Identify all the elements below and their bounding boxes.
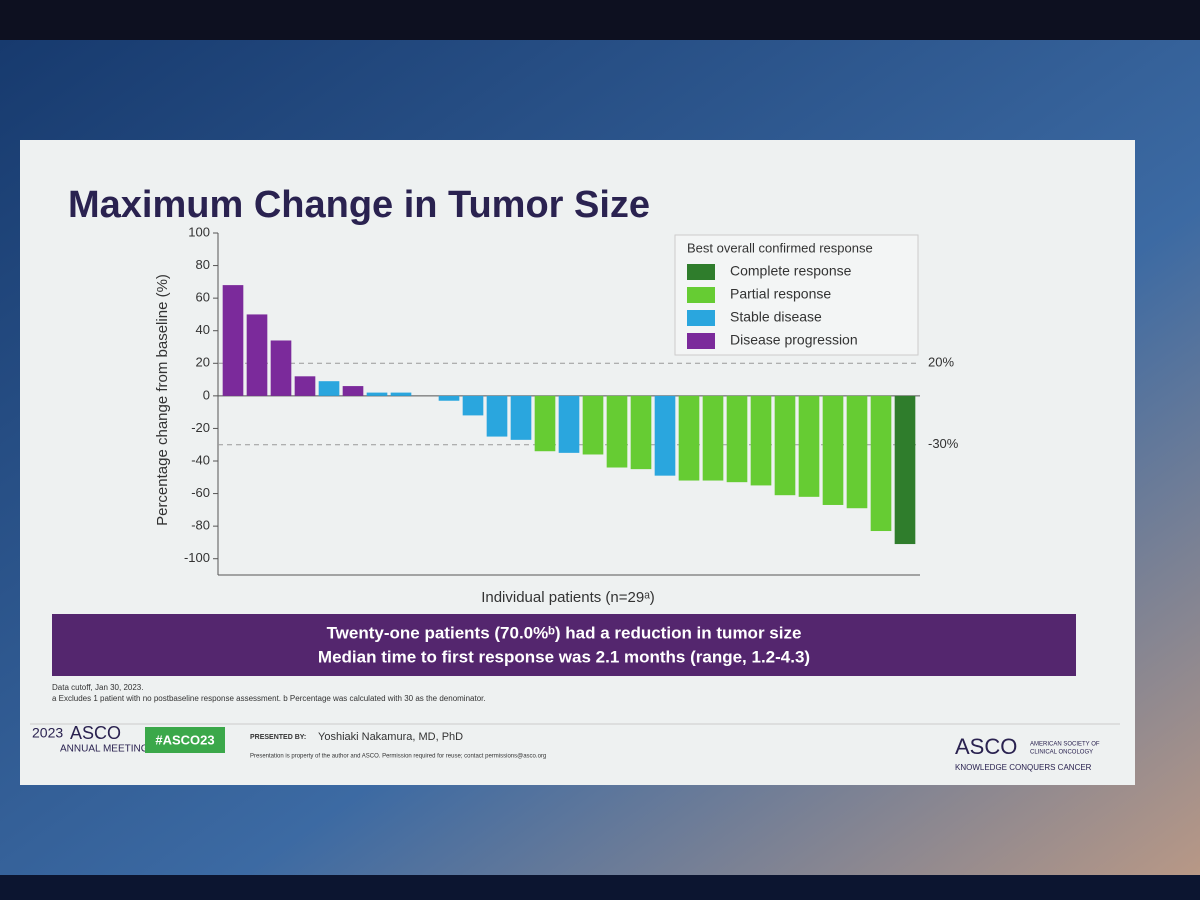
footnote: Data cutoff, Jan 30, 2023. xyxy=(52,683,143,692)
bar xyxy=(318,381,340,396)
banner xyxy=(52,614,1076,676)
y-tick-label: 0 xyxy=(203,387,210,402)
legend-box xyxy=(674,234,919,356)
bar xyxy=(222,285,244,396)
notice: Presentation is property of the author a… xyxy=(250,754,546,760)
bar xyxy=(654,395,676,476)
hashtag: #ASCO23 xyxy=(155,732,214,747)
legend-swatch xyxy=(687,287,715,303)
legend-swatch xyxy=(687,333,715,349)
bar xyxy=(870,395,892,532)
meeting-year: 2023 xyxy=(32,725,63,741)
society: CLINICAL ONCOLOGY xyxy=(1030,750,1093,756)
legend-title: Best overall confirmed response xyxy=(687,240,873,255)
y-tick-label: 40 xyxy=(196,322,210,337)
y-tick-label: -40 xyxy=(191,452,210,467)
legend-swatch xyxy=(687,264,715,280)
bar xyxy=(822,395,844,505)
bar xyxy=(750,395,772,486)
presenter: Yoshiaki Nakamura, MD, PhD xyxy=(318,731,463,743)
bar xyxy=(390,392,412,396)
bar xyxy=(486,395,508,437)
banner-line: Twenty-one patients (70.0%ᵇ) had a reduc… xyxy=(327,623,802,642)
slide xyxy=(20,140,1135,785)
y-tick-label: -80 xyxy=(191,518,210,533)
hashtag-box xyxy=(145,727,225,753)
bar xyxy=(678,395,700,481)
y-tick-label: 100 xyxy=(188,224,210,239)
asco-logo: ASCO xyxy=(955,734,1017,759)
bar xyxy=(894,395,916,545)
meeting-org: ASCO xyxy=(70,723,121,743)
bar xyxy=(582,395,604,455)
legend-label: Disease progression xyxy=(730,332,858,348)
y-tick-label: 60 xyxy=(196,290,210,305)
y-tick-label: -20 xyxy=(191,420,210,435)
y-tick-label: -100 xyxy=(184,550,210,565)
legend-label: Partial response xyxy=(730,286,831,302)
y-axis-label: Percentage change from baseline (%) xyxy=(154,274,171,526)
footnote: a Excludes 1 patient with no postbaselin… xyxy=(52,694,486,703)
bar xyxy=(366,392,388,396)
bar xyxy=(726,395,748,483)
tagline: KNOWLEDGE CONQUERS CANCER xyxy=(955,763,1092,772)
y-tick-label: 80 xyxy=(196,257,210,272)
bar xyxy=(558,395,580,453)
bar xyxy=(462,395,484,416)
bar xyxy=(534,395,556,452)
chart-title: Maximum Change in Tumor Size xyxy=(68,184,650,226)
legend-label: Stable disease xyxy=(730,309,822,325)
bar xyxy=(270,340,292,396)
banner-line: Median time to first response was 2.1 mo… xyxy=(318,647,810,666)
floor xyxy=(0,875,1200,900)
legend-swatch xyxy=(687,310,715,326)
x-axis-label: Individual patients (n=29ᵃ) xyxy=(481,589,655,606)
bar xyxy=(342,386,364,396)
y-tick-label: 20 xyxy=(196,355,210,370)
bar xyxy=(702,395,724,481)
bar xyxy=(798,395,820,497)
reference-label: -30% xyxy=(928,436,959,451)
bar xyxy=(846,395,868,509)
reference-label: 20% xyxy=(928,355,954,370)
bar xyxy=(630,395,652,470)
legend-label: Complete response xyxy=(730,263,852,279)
meeting-name: ANNUAL MEETING xyxy=(60,744,149,755)
bar xyxy=(246,314,268,396)
ceiling xyxy=(0,0,1200,40)
bar xyxy=(774,395,796,496)
bar xyxy=(510,395,532,440)
presented-by: PRESENTED BY: xyxy=(250,734,306,741)
bar xyxy=(606,395,628,468)
bar xyxy=(438,395,460,401)
bar xyxy=(294,376,316,396)
y-tick-label: -60 xyxy=(191,485,210,500)
society: AMERICAN SOCIETY OF xyxy=(1030,742,1100,748)
